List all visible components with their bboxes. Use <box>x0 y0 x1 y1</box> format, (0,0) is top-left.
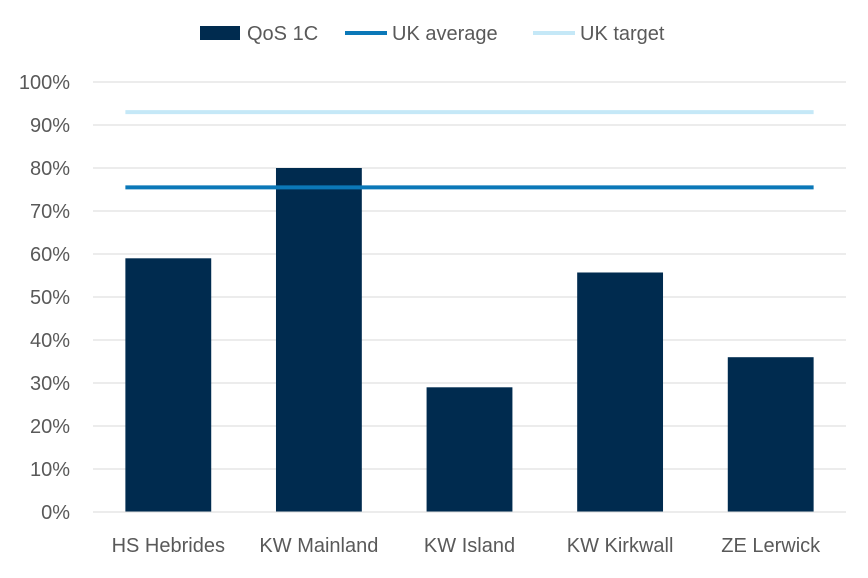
legend-swatch-qos-1c <box>200 26 240 40</box>
y-tick-label: 10% <box>30 459 70 481</box>
bar <box>577 272 664 512</box>
y-tick-label: 60% <box>30 244 70 266</box>
bar <box>426 387 513 512</box>
x-category-label: ZE Lerwick <box>721 535 821 557</box>
bar <box>727 357 814 512</box>
y-tick-label: 90% <box>30 115 70 137</box>
x-category-label: KW Kirkwall <box>567 535 674 557</box>
y-tick-label: 70% <box>30 201 70 223</box>
y-tick-label: 40% <box>30 330 70 352</box>
y-tick-label: 50% <box>30 287 70 309</box>
bar <box>125 258 212 512</box>
y-tick-label: 80% <box>30 158 70 180</box>
x-axis: HS Hebrides KW Mainland KW Island KW Kirkwa… <box>93 511 846 557</box>
y-tick-label: 100% <box>19 72 70 94</box>
legend-label-uk-average: UK average <box>392 23 498 45</box>
bars <box>125 168 814 512</box>
y-tick-label: 20% <box>30 416 70 438</box>
x-category-label: KW Mainland <box>259 535 378 557</box>
legend-label-qos-1c: QoS 1C <box>247 23 318 45</box>
y-tick-label: 0% <box>41 502 70 524</box>
x-category-label: HS Hebrides <box>112 535 225 557</box>
reference-lines <box>125 110 814 190</box>
y-axis: 0% 10% 20% 30% 40% 50% 60% 70% 80% 90% 100% <box>19 72 70 524</box>
bar <box>275 168 362 512</box>
legend-label-uk-target: UK target <box>580 23 665 45</box>
x-category-label: KW Island <box>424 535 515 557</box>
legend: QoS 1C UK average UK target <box>200 23 665 45</box>
y-tick-label: 30% <box>30 373 70 395</box>
